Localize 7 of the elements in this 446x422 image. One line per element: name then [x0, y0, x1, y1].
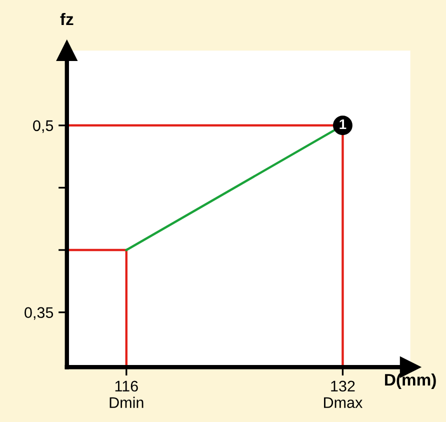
y-axis-title: fz [60, 12, 74, 26]
y-tick-label: 0,35 [24, 307, 54, 320]
x-tick-label: 132 Dmax [324, 380, 362, 408]
annotation: 1 [340, 119, 346, 129]
y-tick-label: 0,5 [33, 120, 54, 133]
x-tick-label: 116 Dmin [110, 380, 144, 408]
x-axis-title: D(mm) [385, 373, 436, 390]
